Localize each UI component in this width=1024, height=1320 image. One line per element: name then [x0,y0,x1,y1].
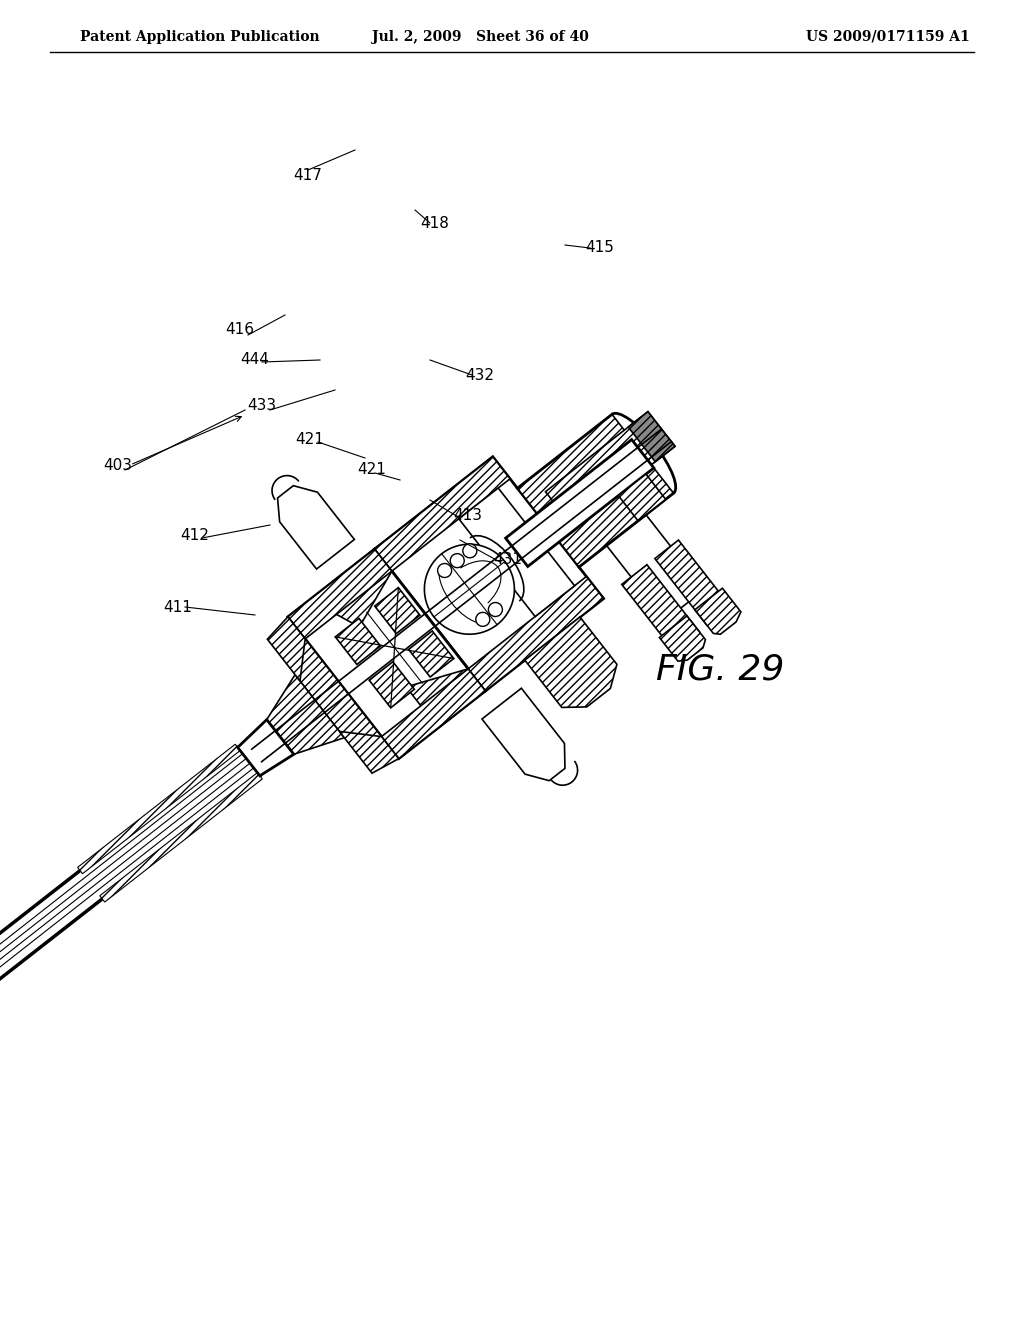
Polygon shape [314,549,392,627]
Polygon shape [335,618,381,664]
Text: 421: 421 [296,433,325,447]
Text: Patent Application Publication: Patent Application Publication [80,30,319,44]
Polygon shape [267,616,305,681]
Polygon shape [78,744,241,874]
Circle shape [463,544,477,558]
Text: 418: 418 [421,215,450,231]
Text: 417: 417 [294,168,323,182]
Text: FIG. 29: FIG. 29 [655,653,784,686]
Polygon shape [525,616,616,708]
Polygon shape [99,772,262,902]
Circle shape [476,612,489,627]
Text: 416: 416 [225,322,255,338]
Polygon shape [622,565,699,642]
Polygon shape [278,486,354,569]
Text: 403: 403 [103,458,132,473]
Text: 413: 413 [454,507,482,523]
Text: 433: 433 [248,397,276,412]
Polygon shape [618,474,666,521]
Polygon shape [375,457,510,572]
Text: 415: 415 [586,240,614,256]
Polygon shape [659,616,706,661]
Text: 444: 444 [241,352,269,367]
Polygon shape [407,669,485,727]
Polygon shape [370,661,415,708]
Polygon shape [606,515,695,611]
Polygon shape [266,675,344,754]
Text: Jul. 2, 2009   Sheet 36 of 40: Jul. 2, 2009 Sheet 36 of 40 [372,30,589,44]
Text: 421: 421 [357,462,386,478]
Polygon shape [339,731,398,774]
Polygon shape [517,414,643,528]
Polygon shape [482,688,565,780]
Polygon shape [468,577,603,690]
Text: 432: 432 [466,367,495,383]
Polygon shape [695,589,741,635]
Polygon shape [238,719,294,776]
Circle shape [437,564,452,578]
Circle shape [451,553,464,568]
Text: 431: 431 [494,553,522,568]
Text: 411: 411 [164,599,193,615]
Polygon shape [375,587,420,634]
Polygon shape [288,549,392,639]
Polygon shape [382,669,485,759]
Polygon shape [459,488,574,616]
Polygon shape [409,631,454,677]
Circle shape [424,544,514,634]
Polygon shape [288,616,398,759]
Polygon shape [375,457,603,690]
Polygon shape [548,454,674,568]
Circle shape [488,602,503,616]
Polygon shape [654,540,722,626]
Text: US 2009/0171159 A1: US 2009/0171159 A1 [806,30,970,44]
Text: 412: 412 [180,528,210,543]
Polygon shape [288,549,485,759]
Polygon shape [506,440,654,566]
Polygon shape [629,412,675,462]
Polygon shape [546,412,675,527]
